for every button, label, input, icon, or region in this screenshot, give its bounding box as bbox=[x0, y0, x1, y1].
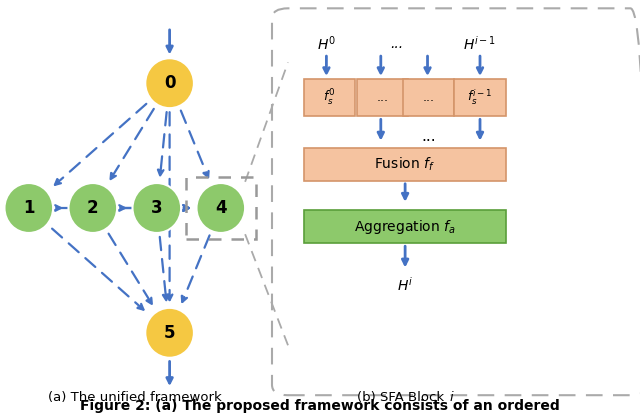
Ellipse shape bbox=[196, 183, 245, 233]
Text: i: i bbox=[449, 391, 453, 404]
Ellipse shape bbox=[145, 308, 194, 358]
Text: 1: 1 bbox=[23, 199, 35, 217]
FancyBboxPatch shape bbox=[304, 210, 506, 243]
Ellipse shape bbox=[132, 183, 181, 233]
FancyBboxPatch shape bbox=[304, 79, 355, 116]
FancyBboxPatch shape bbox=[357, 79, 408, 116]
Text: $H^i$: $H^i$ bbox=[397, 276, 413, 294]
Text: $H^0$: $H^0$ bbox=[317, 35, 336, 53]
FancyBboxPatch shape bbox=[403, 79, 454, 116]
Text: Fusion $f_f$: Fusion $f_f$ bbox=[374, 156, 435, 173]
Text: $H^{i-1}$: $H^{i-1}$ bbox=[463, 35, 497, 53]
Text: ...: ... bbox=[390, 37, 403, 51]
Text: 4: 4 bbox=[215, 199, 227, 217]
Ellipse shape bbox=[4, 183, 53, 233]
Text: $f_s^{i-1}$: $f_s^{i-1}$ bbox=[467, 88, 493, 107]
Text: ...: ... bbox=[377, 91, 388, 104]
Text: ...: ... bbox=[423, 91, 435, 104]
Text: (b) SFA Block: (b) SFA Block bbox=[356, 391, 448, 404]
Text: 5: 5 bbox=[164, 324, 175, 342]
Text: $f_s^0$: $f_s^0$ bbox=[323, 88, 336, 108]
Ellipse shape bbox=[68, 183, 117, 233]
Ellipse shape bbox=[145, 58, 194, 108]
FancyBboxPatch shape bbox=[304, 148, 506, 181]
Text: (a) The unified framework: (a) The unified framework bbox=[47, 391, 221, 404]
Text: 3: 3 bbox=[151, 199, 163, 217]
Text: 0: 0 bbox=[164, 74, 175, 92]
Text: ...: ... bbox=[422, 129, 436, 144]
FancyBboxPatch shape bbox=[454, 79, 506, 116]
Text: 2: 2 bbox=[87, 199, 99, 217]
Text: Aggregation $f_a$: Aggregation $f_a$ bbox=[354, 218, 456, 236]
Text: Figure 2: (a) The proposed framework consists of an ordered: Figure 2: (a) The proposed framework con… bbox=[80, 399, 560, 413]
